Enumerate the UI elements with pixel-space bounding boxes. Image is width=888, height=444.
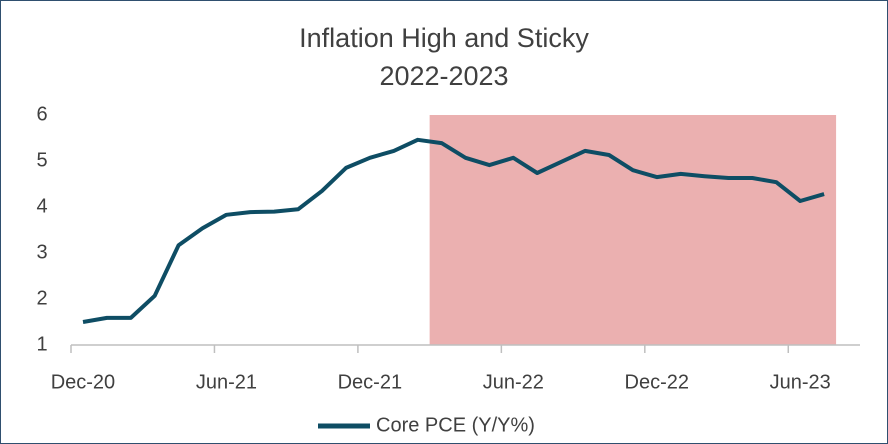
y-tick-label: 2 (36, 287, 47, 309)
x-tick-label: Jun-23 (770, 371, 831, 393)
x-tick-label: Jun-21 (196, 371, 257, 393)
x-tick-label: Dec-20 (51, 371, 115, 393)
legend-label: Core PCE (Y/Y%) (376, 414, 535, 436)
x-tick-label: Dec-22 (625, 371, 689, 393)
y-tick-label: 3 (36, 241, 47, 263)
y-tick-label: 6 (36, 103, 47, 125)
highlight-region (429, 115, 837, 345)
x-tick-label: Dec-21 (338, 371, 402, 393)
y-tick-label: 1 (36, 333, 47, 355)
chart-subtitle: 2022-2023 (379, 61, 508, 91)
series-line (82, 137, 825, 324)
y-tick-label: 5 (36, 149, 47, 171)
y-tick-label: 4 (36, 195, 47, 217)
chart-title: Inflation High and Sticky (299, 23, 589, 53)
x-tick-label: Jun-22 (483, 371, 544, 393)
